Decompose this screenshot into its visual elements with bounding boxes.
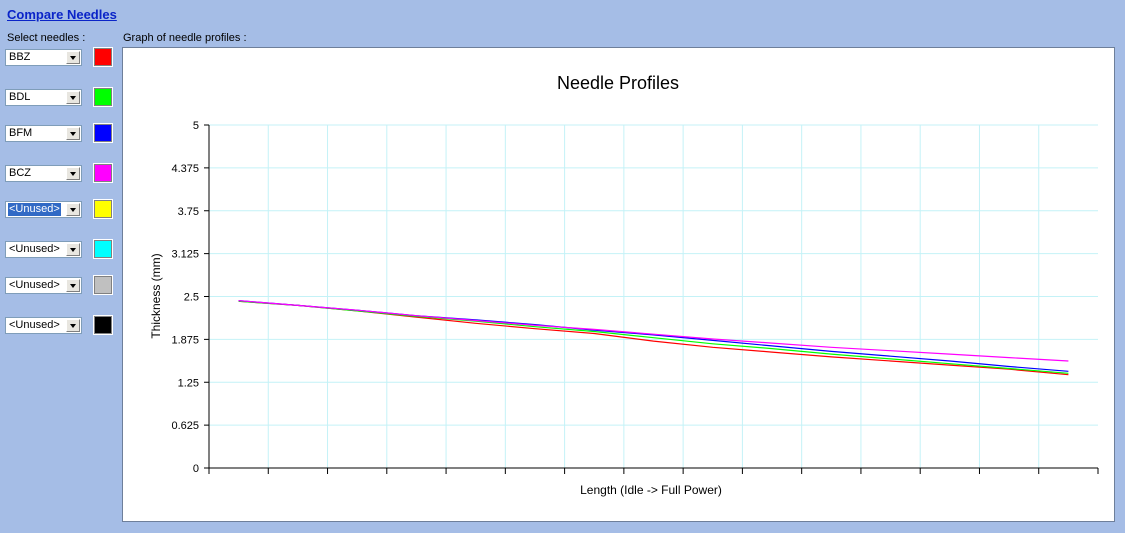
dropdown-button[interactable] — [66, 91, 80, 104]
needle-profiles-chart: 0 0.625 1.25 1.875 2.5 3.125 3.75 4.375 5 Needle … — [149, 73, 1099, 497]
chevron-down-icon — [70, 207, 76, 212]
needle-select-value: <Unused> — [9, 279, 60, 291]
dropdown-button[interactable] — [66, 319, 80, 332]
chevron-down-icon — [70, 131, 76, 136]
chevron-down-icon — [70, 247, 76, 252]
dropdown-button[interactable] — [66, 127, 80, 140]
y-tick-label: 1.25 — [178, 377, 199, 389]
needle-select-3[interactable]: BFM — [5, 125, 82, 142]
chart-title: Needle Profiles — [557, 73, 679, 93]
series-line-4 — [238, 300, 1069, 362]
color-swatch-8[interactable] — [93, 315, 113, 335]
y-tick-label: 0 — [193, 463, 199, 475]
needle-select-value: BBZ — [9, 51, 31, 63]
dropdown-button[interactable] — [66, 203, 80, 216]
y-tick-label: 0.625 — [171, 420, 199, 432]
needle-select-5[interactable]: <Unused> — [5, 201, 82, 218]
needle-select-6[interactable]: <Unused> — [5, 241, 82, 258]
needle-select-value: BFM — [9, 127, 33, 139]
dropdown-button[interactable] — [66, 51, 80, 64]
needle-select-4[interactable]: BCZ — [5, 165, 82, 182]
series-line-2 — [238, 300, 1069, 374]
color-swatch-5[interactable] — [93, 199, 113, 219]
color-swatch-1[interactable] — [93, 47, 113, 67]
dropdown-button[interactable] — [66, 243, 80, 256]
chevron-down-icon — [70, 171, 76, 176]
color-swatch-6[interactable] — [93, 239, 113, 259]
graph-panel: 0 0.625 1.25 1.875 2.5 3.125 3.75 4.375 5 Needle … — [122, 47, 1115, 522]
needle-select-value: <Unused> — [9, 243, 60, 255]
needle-select-8[interactable]: <Unused> — [5, 317, 82, 334]
chevron-down-icon — [70, 323, 76, 328]
x-axis-label: Length (Idle -> Full Power) — [580, 483, 722, 497]
y-tick-label: 4.375 — [171, 163, 199, 175]
color-swatch-3[interactable] — [93, 123, 113, 143]
chevron-down-icon — [70, 55, 76, 60]
color-swatch-2[interactable] — [93, 87, 113, 107]
dropdown-button[interactable] — [66, 167, 80, 180]
needle-select-7[interactable]: <Unused> — [5, 277, 82, 294]
dropdown-button[interactable] — [66, 279, 80, 292]
y-tick-label: 3.75 — [178, 206, 199, 218]
needle-select-2[interactable]: BDL — [5, 89, 82, 106]
y-tick-label: 1.875 — [171, 334, 199, 346]
y-tick-label: 2.5 — [184, 292, 199, 304]
needle-select-1[interactable]: BBZ — [5, 49, 82, 66]
y-tick-label: 5 — [193, 120, 199, 132]
needle-select-value: <Unused> — [9, 319, 60, 331]
chevron-down-icon — [70, 283, 76, 288]
compare-needles-link[interactable]: Compare Needles — [7, 7, 117, 22]
color-swatch-7[interactable] — [93, 275, 113, 295]
y-axis-label: Thickness (mm) — [149, 253, 163, 338]
needle-select-value: BCZ — [9, 167, 31, 179]
y-tick-label: 3.125 — [171, 249, 199, 261]
needle-select-value: <Unused> — [7, 202, 62, 217]
chevron-down-icon — [70, 95, 76, 100]
needle-select-value: BDL — [9, 91, 31, 103]
color-swatch-4[interactable] — [93, 163, 113, 183]
graph-label: Graph of needle profiles : — [123, 32, 247, 44]
select-needles-label: Select needles : — [7, 32, 86, 44]
